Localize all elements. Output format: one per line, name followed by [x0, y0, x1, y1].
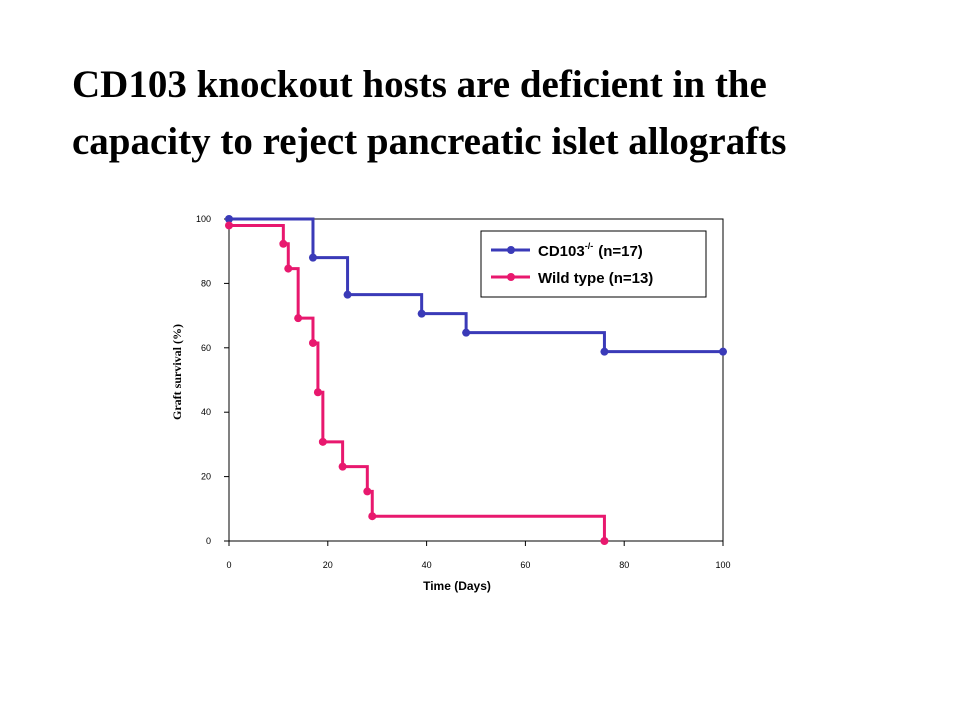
- plot-area-frame: [228, 218, 724, 542]
- series-line-cd103: [229, 217, 723, 354]
- data-point-cd103: [225, 215, 233, 223]
- y-tick-label: 20: [201, 472, 211, 482]
- legend-label-wildtype: Wild type (n=13): [538, 270, 653, 287]
- y-tick-label: 60: [201, 343, 211, 353]
- data-point-wildtype: [294, 314, 303, 323]
- x-tick-label: 60: [520, 560, 530, 570]
- x-tick-label: 80: [619, 560, 629, 570]
- y-tick-label: 40: [201, 407, 211, 417]
- slide-title: CD103 knockout hosts are deficient in th…: [72, 56, 932, 170]
- y-tick-label: 80: [201, 278, 211, 288]
- data-point-cd103: [417, 309, 426, 318]
- legend-label-cd103-name: CD103: [538, 243, 585, 260]
- x-axis-title: Time (Days): [423, 579, 491, 593]
- legend: CD103-/- (n=17) Wild type (n=13): [480, 230, 707, 298]
- data-point-cd103: [719, 347, 727, 356]
- x-tick-label: 0: [226, 560, 231, 570]
- legend-label-cd103: CD103-/- (n=17): [538, 241, 643, 260]
- y-tick-label: 100: [196, 214, 211, 224]
- data-point-wildtype: [225, 221, 233, 230]
- x-tick-label: 40: [422, 560, 432, 570]
- data-point-wildtype: [363, 487, 372, 496]
- data-point-cd103: [343, 290, 352, 299]
- legend-frame: [480, 230, 707, 298]
- data-point-wildtype: [284, 264, 293, 273]
- x-tick-label: 100: [715, 560, 730, 570]
- data-point-cd103: [600, 347, 609, 356]
- data-point-wildtype: [338, 462, 347, 471]
- data-point-wildtype: [600, 537, 609, 545]
- data-point-cd103: [308, 253, 317, 262]
- data-point-wildtype: [308, 338, 317, 347]
- data-point-wildtype: [368, 512, 377, 521]
- y-axis-title: Graft survival (%): [170, 324, 184, 420]
- data-point-wildtype: [279, 239, 288, 248]
- data-point-wildtype: [313, 388, 322, 397]
- legend-marker-cd103: [507, 246, 515, 254]
- y-tick-label: 0: [206, 536, 211, 546]
- data-point-wildtype: [318, 437, 327, 446]
- series-layer: [225, 215, 727, 545]
- slide-title-line-1: CD103 knockout hosts are deficient in th…: [72, 63, 767, 106]
- legend-marker-wildtype: [507, 273, 515, 281]
- slide-title-line-2: capacity to reject pancreatic islet allo…: [72, 120, 787, 163]
- legend-label-cd103-superscript: -/-: [585, 241, 594, 251]
- data-point-cd103: [462, 328, 471, 337]
- x-tick-label: 20: [323, 560, 333, 570]
- legend-label-cd103-count: (n=17): [598, 243, 643, 260]
